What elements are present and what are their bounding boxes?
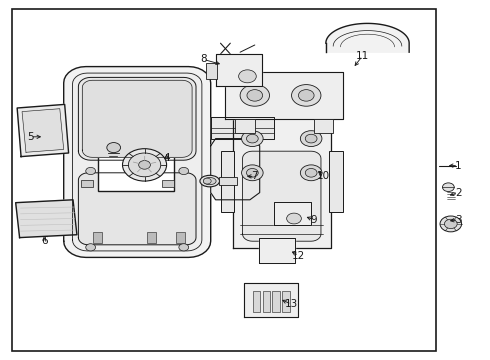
Polygon shape [326,23,409,52]
Polygon shape [17,104,69,157]
Circle shape [107,143,121,153]
Polygon shape [259,238,295,263]
Polygon shape [73,73,202,251]
Circle shape [305,134,317,143]
Text: 5: 5 [27,132,34,142]
Circle shape [246,168,258,177]
Text: 6: 6 [41,236,48,246]
Circle shape [122,149,167,181]
Polygon shape [82,80,192,157]
Circle shape [86,244,96,251]
Circle shape [139,161,150,169]
Polygon shape [216,54,262,86]
Bar [176,232,185,243]
Bar [263,291,270,312]
Circle shape [300,131,322,147]
Circle shape [239,70,256,83]
Circle shape [242,165,263,181]
Polygon shape [233,115,331,248]
Text: 12: 12 [292,251,306,261]
Polygon shape [211,139,260,200]
Bar [162,180,174,187]
Polygon shape [244,283,298,317]
Text: 11: 11 [356,51,369,61]
Circle shape [292,85,321,106]
Text: 2: 2 [455,188,462,198]
Text: 7: 7 [251,171,258,181]
Text: 9: 9 [310,215,317,225]
Bar [147,232,156,243]
Polygon shape [225,72,343,119]
Bar [329,151,343,212]
Polygon shape [64,67,211,257]
Text: 4: 4 [163,153,170,163]
Text: 3: 3 [455,215,462,225]
Circle shape [179,167,189,175]
Circle shape [179,244,189,251]
Circle shape [305,168,317,177]
Bar [282,291,290,312]
Circle shape [203,178,211,184]
Polygon shape [274,202,311,225]
Bar [235,119,255,133]
Circle shape [242,131,263,147]
Bar [314,119,333,133]
Bar [206,63,217,79]
Bar [93,232,102,243]
Bar [98,135,174,191]
Circle shape [298,90,314,101]
Bar [272,291,280,312]
Bar [12,9,436,351]
Polygon shape [78,77,196,160]
Polygon shape [243,151,321,241]
Circle shape [300,165,322,181]
Ellipse shape [203,177,216,185]
Text: 13: 13 [285,299,298,309]
Bar [220,151,234,212]
Polygon shape [78,173,196,245]
Bar [81,180,93,187]
Circle shape [246,134,258,143]
Text: 1: 1 [455,161,462,171]
Circle shape [128,153,161,177]
Circle shape [86,167,96,175]
Polygon shape [211,117,274,139]
Circle shape [247,90,263,101]
Polygon shape [22,109,64,152]
Circle shape [287,213,301,224]
Text: 10: 10 [317,171,330,181]
Text: 8: 8 [200,54,207,64]
Bar [253,291,260,312]
Circle shape [444,219,457,229]
Ellipse shape [200,175,220,187]
Circle shape [440,216,462,232]
Bar [219,177,237,185]
Polygon shape [16,200,77,238]
Circle shape [442,183,454,192]
Circle shape [240,85,270,106]
